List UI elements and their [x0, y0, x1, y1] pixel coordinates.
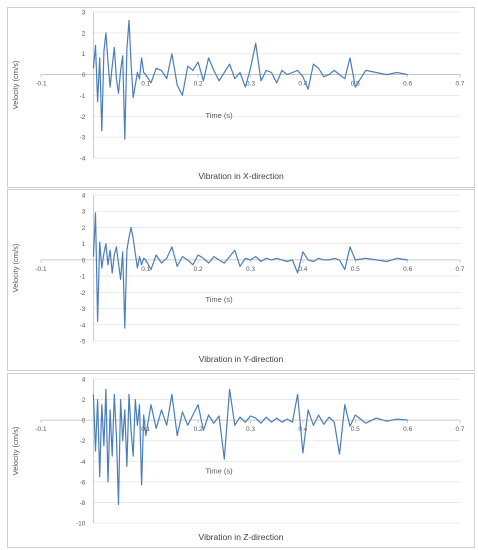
x-tick-label: -0.1	[35, 81, 47, 88]
x-tick-label: -0.1	[35, 426, 47, 433]
x-tick-label: 0.1	[141, 266, 150, 273]
x-tick-label: 0.6	[403, 266, 412, 273]
series-line	[92, 212, 408, 329]
y-tick-label: -1	[80, 274, 86, 281]
chart-panel-y: 4 3 2 1 0 -1 -2 -3 -4 -5 -0.1 0.1 0.2 0.3 0.4 0.5 0.6 0.7…	[7, 189, 475, 371]
x-tick-label: -0.1	[35, 266, 47, 273]
x-tick-label: 0.7	[455, 81, 464, 88]
chart-y-svg: 4 3 2 1 0 -1 -2 -3 -4 -5 -0.1 0.1 0.2 0.3 0.4 0.5 0.6 0.7…	[11, 193, 465, 346]
y-tick-label: 0	[82, 418, 86, 425]
y-tick-label: 1	[82, 51, 86, 58]
x-tick-label: 0.6	[403, 81, 412, 88]
y-tick-label: -1	[80, 93, 86, 100]
series-line	[92, 19, 408, 140]
y-axis-title: Velocity (cm/s)	[11, 426, 20, 475]
y-tick-label: 3	[82, 209, 86, 216]
x-tick-label: 0.2	[194, 266, 203, 273]
y-tick-label: -8	[80, 500, 86, 507]
y-tick-label: 3	[82, 10, 86, 17]
x-tick-label: 0.2	[194, 81, 203, 88]
y-tick-label: 4	[82, 377, 86, 384]
y-tick-label: -10	[76, 521, 86, 528]
y-tick-label: -4	[80, 322, 86, 329]
y-tick-label: -2	[80, 114, 86, 121]
x-tick-label: 0.5	[351, 266, 360, 273]
x-tick-label: 0.6	[403, 426, 412, 433]
chart-caption-x: Vibration in X-direction	[198, 171, 284, 181]
y-tick-label: -3	[80, 306, 86, 313]
y-tick-label: 0	[82, 72, 86, 79]
y-tick-label: -2	[80, 290, 86, 297]
x-tick-label: 0.5	[351, 426, 360, 433]
x-tick-label: 0.3	[246, 426, 255, 433]
x-tick-label: 0.3	[246, 266, 255, 273]
chart-caption-z: Vibration in Z-direction	[198, 532, 284, 542]
x-axis-title: Time (s)	[205, 111, 233, 120]
x-tick-label: 0.2	[194, 426, 203, 433]
chart-caption-y: Vibration in Y-direction	[198, 354, 284, 364]
y-tick-label: 2	[82, 225, 86, 232]
series-line	[92, 388, 408, 506]
chart-z-svg: 4 2 0 -2 -4 -6 -8 -10 -0.1 0.1 0.2 0.3 0.4 0.5 0.6 0.7 T…	[11, 377, 465, 528]
x-tick-label: 0.3	[246, 81, 255, 88]
x-axis-title: Time (s)	[205, 295, 233, 304]
chart-panel-z: 4 2 0 -2 -4 -6 -8 -10 -0.1 0.1 0.2 0.3 0.4 0.5 0.6 0.7 T…	[7, 373, 475, 548]
y-tick-label: 2	[82, 397, 86, 404]
y-tick-label: 2	[82, 30, 86, 37]
y-tick-label: -5	[80, 339, 86, 346]
x-tick-label: 0.1	[141, 81, 150, 88]
chart-x-svg: 3 2 1 0 -1 -2 -3 -4 -0.1 0.1 0.2 0.3 0.4 0.5 0.6 0.7 Tim…	[11, 10, 465, 163]
y-tick-label: -4	[80, 459, 86, 466]
y-tick-label: -3	[80, 135, 86, 142]
y-tick-label: 0	[82, 257, 86, 264]
chart-panel-x: 3 2 1 0 -1 -2 -3 -4 -0.1 0.1 0.2 0.3 0.4 0.5 0.6 0.7 Tim…	[7, 7, 475, 188]
x-tick-label: 0.4	[298, 81, 307, 88]
y-tick-label: 4	[82, 193, 86, 200]
y-tick-label: -2	[80, 438, 86, 445]
x-tick-label: 0.7	[455, 426, 464, 433]
y-tick-label: -4	[80, 156, 86, 163]
y-axis-title: Velocity (cm/s)	[11, 60, 20, 109]
x-tick-label: 0.4	[298, 426, 307, 433]
y-tick-label: -6	[80, 479, 86, 486]
x-axis-title: Time (s)	[205, 467, 233, 476]
x-tick-label: 0.5	[351, 81, 360, 88]
y-tick-label: 1	[82, 241, 86, 248]
x-tick-label: 0.1	[141, 426, 150, 433]
x-tick-label: 0.7	[455, 266, 464, 273]
x-tick-label: 0.4	[298, 266, 307, 273]
y-axis-title: Velocity (cm/s)	[11, 243, 20, 292]
